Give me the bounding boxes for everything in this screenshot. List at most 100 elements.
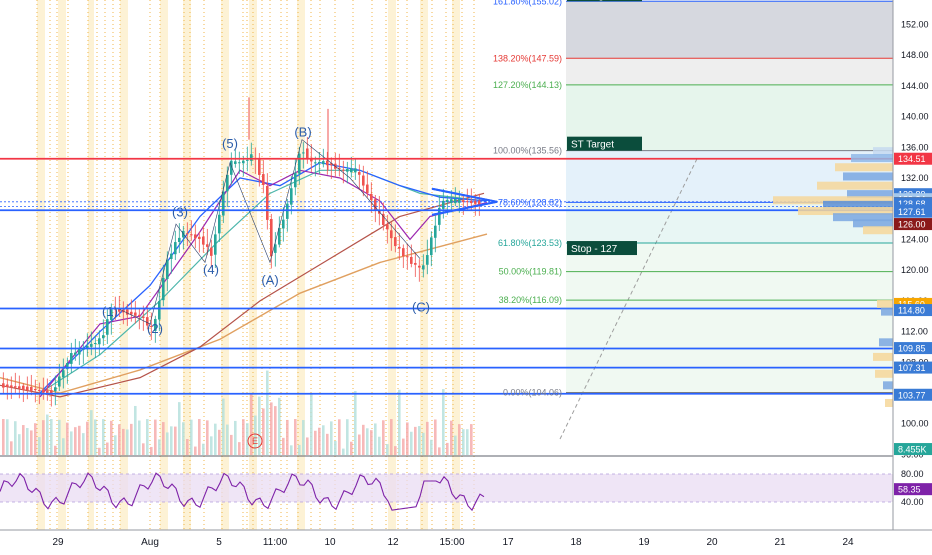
volume-bar (366, 428, 369, 455)
volume-bar (222, 398, 225, 455)
candle-body (298, 153, 301, 174)
candle-body (78, 348, 81, 355)
volume-bar (174, 426, 177, 455)
candle-body (142, 316, 145, 318)
volume-bar (290, 445, 293, 455)
candle-body (474, 200, 477, 204)
candle-body (270, 218, 273, 257)
candle-body (302, 152, 305, 154)
volume-bar (338, 419, 341, 455)
candle-body (154, 318, 157, 331)
fib-label-3: 100.00%(135.56) (493, 146, 562, 156)
price-tick-8: 124.00 (901, 234, 929, 244)
volume-bar (182, 422, 185, 455)
volume-bar (374, 423, 377, 455)
candle-body (98, 338, 101, 345)
fib-label-0: 161.80%(155.02) (493, 0, 562, 6)
candle-body (42, 389, 45, 393)
candle-body (62, 370, 65, 378)
volume-bar (198, 419, 201, 455)
session-highlight-5 (183, 0, 191, 530)
volume-bar (298, 444, 301, 455)
fib-zone-5 (566, 243, 893, 393)
triangle-bottom-line (431, 200, 498, 216)
price-tick-1: 152.00 (901, 19, 929, 29)
volume-bar (146, 419, 149, 455)
candle-body (46, 390, 49, 394)
candle-body (234, 161, 237, 164)
volume-bar (98, 447, 101, 455)
volume-profile-bar-15 (873, 352, 893, 361)
volume-bar (250, 394, 253, 455)
volume-bar (158, 439, 161, 455)
candle-body (350, 168, 353, 173)
candle-body (50, 390, 53, 396)
candle-body (30, 386, 33, 391)
candle-body (354, 168, 357, 173)
session-highlight-10 (420, 0, 428, 530)
candle-body (2, 383, 5, 388)
volume-profile-bar-18 (885, 398, 893, 407)
price-badge-4: 128.68 (898, 199, 926, 209)
volume-bar (122, 428, 125, 455)
fib-label-7: 38.20%(116.09) (499, 295, 562, 305)
candle-body (94, 343, 97, 345)
candle-body (466, 201, 469, 203)
ma-100 (0, 192, 485, 398)
price-axis-bg (893, 0, 932, 550)
candle-body (414, 262, 417, 265)
volume-bar (38, 437, 41, 455)
volume-profile-bar-7 (823, 200, 893, 209)
session-highlight-6 (221, 0, 229, 530)
volume-profile-bar-9 (833, 213, 893, 222)
volume-bar (254, 415, 257, 455)
time-tick-3: 11:00 (263, 537, 288, 548)
target-label-1: ST Target (571, 140, 614, 151)
candle-body (422, 265, 425, 270)
candle-body (386, 224, 389, 230)
volume-bar (82, 433, 85, 455)
volume-bar (230, 434, 233, 455)
volume-bar (370, 430, 373, 455)
fib-label-4: 78.60%(128.82) (498, 197, 562, 207)
price-badge-6: 127.61 (898, 207, 926, 217)
volume-bar (278, 397, 281, 455)
volume-bar (178, 402, 181, 455)
price-badge-bg-7 (894, 218, 932, 231)
session-highlight-9 (388, 0, 396, 530)
volume-bar (14, 421, 17, 455)
volume-bar (30, 430, 33, 455)
volume-bar (438, 447, 441, 455)
volume-bars (2, 370, 473, 455)
volume-profile-bar-6 (773, 196, 893, 205)
volume-bar (346, 419, 349, 455)
volume-profile-bar-4 (817, 181, 893, 190)
price-badge-10: 109.85 (898, 344, 926, 354)
wave-label-3: (4) (203, 262, 219, 277)
candle-body (454, 198, 457, 204)
volume-bar (10, 441, 13, 455)
candle-body (246, 159, 249, 161)
volume-bar (6, 419, 9, 455)
candle-body (362, 175, 365, 186)
volume-bar (426, 421, 429, 455)
candle-body (162, 277, 165, 301)
candle-body (382, 213, 385, 225)
price-tick-9: 120.00 (901, 265, 929, 275)
volume-bar (242, 419, 245, 455)
candle-body (54, 387, 57, 392)
volume-bar (202, 443, 205, 455)
ma-20 (39, 161, 488, 394)
candle-body (330, 163, 333, 166)
volume-bar (470, 424, 473, 455)
candle-body (226, 174, 229, 192)
volume-bar (114, 435, 117, 455)
volume-bar (302, 420, 305, 455)
volume-bar (22, 425, 25, 455)
candle-body (70, 353, 73, 364)
volume-bar (334, 440, 337, 455)
volume-bar (50, 419, 53, 455)
volume-bar (226, 424, 229, 455)
price-tick-4: 140.00 (901, 112, 929, 122)
